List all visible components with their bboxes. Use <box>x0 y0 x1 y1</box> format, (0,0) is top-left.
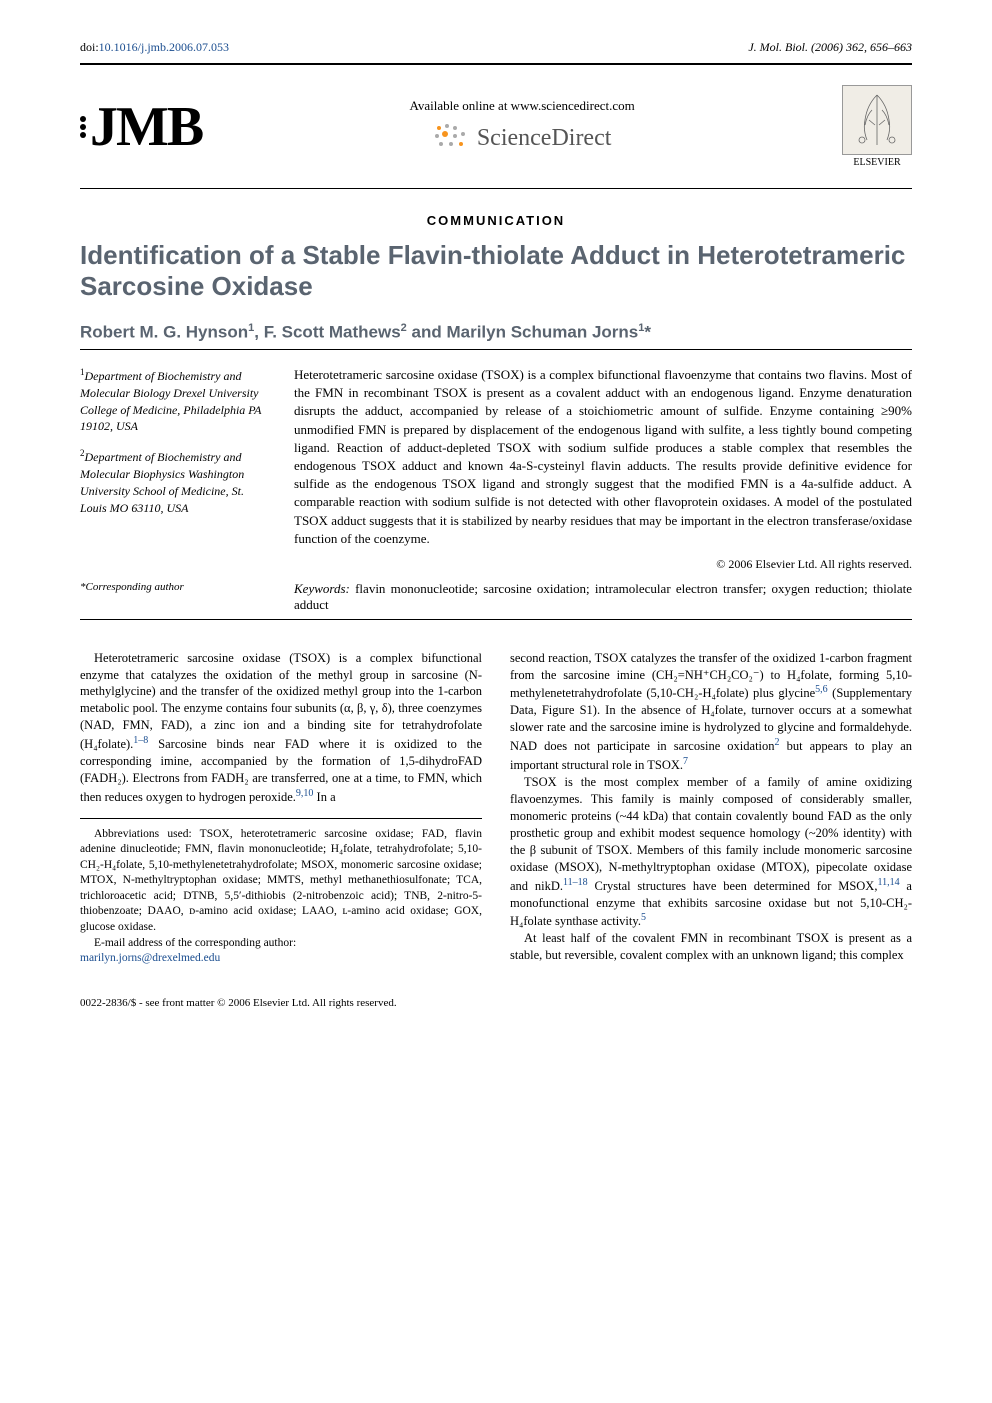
email-line: marilyn.jorns@drexelmed.edu <box>80 951 482 967</box>
email-label-line: E-mail address of the corresponding auth… <box>80 936 482 952</box>
body-column-right: second reaction, TSOX catalyzes the tran… <box>510 650 912 967</box>
available-online-text: Available online at www.sciencedirect.co… <box>202 98 842 114</box>
abbreviations-block: Abbreviations used: TSOX, heterotetramer… <box>80 818 482 967</box>
affiliation-2: 2Department of Biochemistry and Molecula… <box>80 447 270 516</box>
doi-container: doi:10.1016/j.jmb.2006.07.053 <box>80 40 229 55</box>
sciencedirect-text: ScienceDirect <box>477 125 612 152</box>
article-title: Identification of a Stable Flavin-thiola… <box>80 240 912 302</box>
header-divider <box>80 188 912 189</box>
abstract-divider <box>80 619 912 620</box>
reference-link[interactable]: 11–18 <box>563 877 588 888</box>
doi-link[interactable]: 10.1016/j.jmb.2006.07.053 <box>99 40 229 54</box>
keywords-block: Keywords: flavin mononucleotide; sarcosi… <box>294 581 912 613</box>
body-paragraph: At least half of the covalent FMN in rec… <box>510 930 912 964</box>
authors-line: Robert M. G. Hynson1, F. Scott Mathews2 … <box>80 322 912 343</box>
affiliation-1: 1Department of Biochemistry and Molecula… <box>80 366 270 435</box>
reference-link[interactable]: 5 <box>641 912 646 923</box>
body-paragraph: Heterotetrameric sarcosine oxidase (TSOX… <box>80 650 482 806</box>
abstract-text: Heterotetrameric sarcosine oxidase (TSOX… <box>294 366 912 548</box>
elsevier-tree-icon <box>842 85 912 155</box>
keywords-row: *Corresponding author Keywords: flavin m… <box>80 581 912 613</box>
reference-link[interactable]: 9,10 <box>296 788 314 799</box>
author-divider <box>80 349 912 350</box>
keywords-label: Keywords: <box>294 581 350 596</box>
elsevier-logo: ELSEVIER <box>842 85 912 168</box>
section-type-label: COMMUNICATION <box>80 213 912 228</box>
reference-link[interactable]: 1–8 <box>133 735 148 746</box>
header-logos-row: JMB Available online at www.sciencedirec… <box>80 85 912 168</box>
reference-link[interactable]: 5,6 <box>815 684 828 695</box>
keywords-text: flavin mononucleotide; sarcosine oxidati… <box>294 581 912 612</box>
sciencedirect-dots-icon <box>433 122 469 155</box>
top-metadata-line: doi:10.1016/j.jmb.2006.07.053 J. Mol. Bi… <box>80 40 912 55</box>
jmb-dots-icon <box>80 116 86 138</box>
abstract-section: 1Department of Biochemistry and Molecula… <box>80 366 912 573</box>
corresponding-author-note: *Corresponding author <box>80 581 270 613</box>
journal-reference: J. Mol. Biol. (2006) 362, 656–663 <box>748 40 912 55</box>
doi-prefix: doi: <box>80 40 99 54</box>
elsevier-text: ELSEVIER <box>842 157 912 168</box>
body-paragraph: second reaction, TSOX catalyzes the tran… <box>510 650 912 775</box>
footer-copyright: 0022-2836/$ - see front matter © 2006 El… <box>80 997 912 1009</box>
reference-link[interactable]: 11,14 <box>877 877 899 888</box>
sciencedirect-logo: ScienceDirect <box>202 122 842 155</box>
abbreviations-text: Abbreviations used: TSOX, heterotetramer… <box>80 827 482 936</box>
body-paragraph: TSOX is the most complex member of a fam… <box>510 774 912 930</box>
jmb-logo: JMB <box>80 95 202 159</box>
affiliations-column: 1Department of Biochemistry and Molecula… <box>80 366 270 573</box>
sciencedirect-block: Available online at www.sciencedirect.co… <box>202 98 842 155</box>
abstract-column: Heterotetrameric sarcosine oxidase (TSOX… <box>294 366 912 573</box>
jmb-logo-text: JMB <box>90 95 202 159</box>
body-column-left: Heterotetrameric sarcosine oxidase (TSOX… <box>80 650 482 967</box>
reference-link[interactable]: 7 <box>683 756 688 767</box>
body-two-column: Heterotetrameric sarcosine oxidase (TSOX… <box>80 650 912 967</box>
top-divider <box>80 63 912 65</box>
corresponding-email-link[interactable]: marilyn.jorns@drexelmed.edu <box>80 952 220 964</box>
copyright-line: © 2006 Elsevier Ltd. All rights reserved… <box>294 556 912 573</box>
